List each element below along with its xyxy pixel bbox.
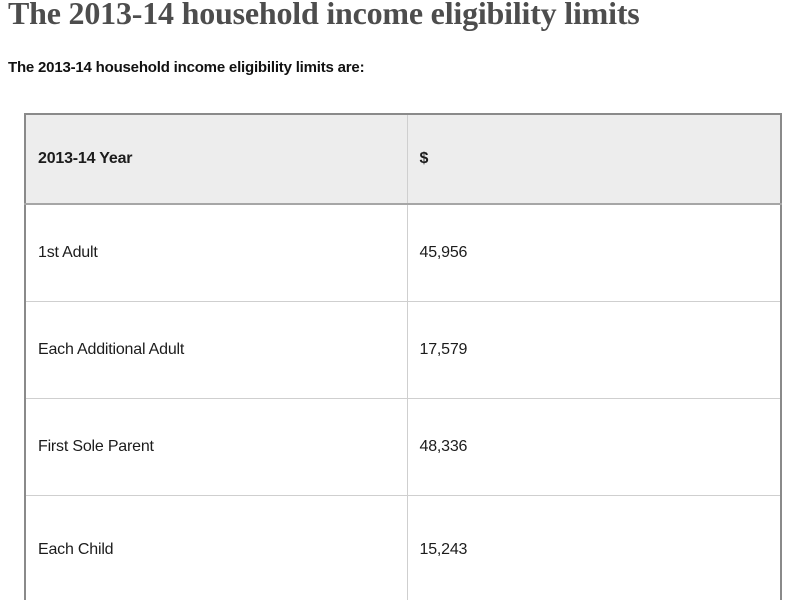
row-value-cell: 15,243 [406,495,782,600]
row-value-cell: 48,336 [406,398,782,496]
table-header-row: 2013-14 Year $ [24,113,782,205]
row-value-cell: 45,956 [406,203,782,302]
page-title: The 2013-14 household income eligibility… [8,0,640,31]
column-header-amount: $ [406,113,782,205]
intro-text: The 2013-14 household income eligibility… [8,59,365,76]
row-value-cell: 17,579 [406,301,782,399]
column-header-year: 2013-14 Year [24,113,408,205]
income-limits-table: 2013-14 Year $ 1st Adult 45,956 Each Add… [24,113,782,600]
table-row: First Sole Parent 48,336 [24,398,782,496]
row-label-cell: Each Child [24,495,408,600]
row-label-cell: First Sole Parent [24,398,408,496]
table-row: Each Child 15,243 [24,495,782,600]
table-row: 1st Adult 45,956 [24,203,782,302]
table-row: Each Additional Adult 17,579 [24,301,782,399]
row-label-cell: Each Additional Adult [24,301,408,399]
row-label-cell: 1st Adult [24,203,408,302]
